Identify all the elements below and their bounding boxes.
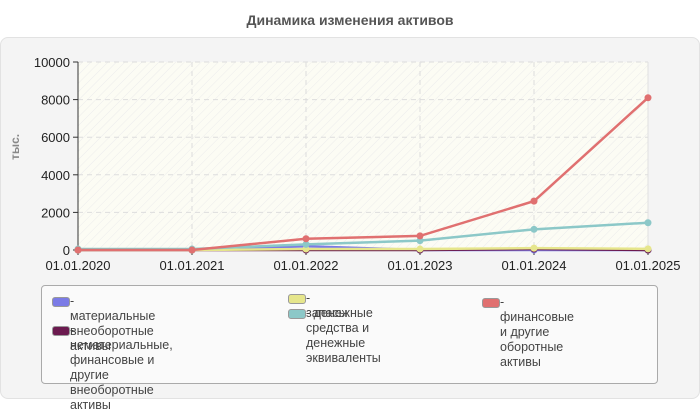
y-axis-title: тыс.	[8, 133, 22, 160]
svg-text:2000: 2000	[41, 205, 70, 220]
svg-text:4000: 4000	[41, 168, 70, 183]
svg-text:0: 0	[63, 243, 70, 258]
chart-title: Динамика изменения активов	[246, 12, 454, 28]
legend-swatch-icon	[482, 298, 500, 308]
legend-swatch-icon	[52, 297, 70, 307]
legend: - материальные внеоборотные активы - нем…	[41, 285, 658, 412]
svg-text:01.01.2021: 01.01.2021	[159, 258, 224, 273]
y-axis-labels: 0 2000 4000 6000 8000 10000	[34, 55, 70, 258]
svg-text:01.01.2022: 01.01.2022	[273, 258, 338, 273]
svg-text:01.01.2023: 01.01.2023	[387, 258, 452, 273]
svg-text:6000: 6000	[41, 130, 70, 145]
svg-text:8000: 8000	[41, 93, 70, 108]
plot-area	[78, 62, 648, 250]
svg-text:01.01.2024: 01.01.2024	[501, 258, 566, 273]
line-chart: 01.01.2020 01.01.2021 01.01.2022 01.01.2023…	[34, 55, 681, 273]
x-axis-labels: 01.01.2020 01.01.2021 01.01.2022 01.01.2023…	[45, 258, 680, 273]
svg-text:10000: 10000	[34, 55, 70, 70]
legend-swatch-icon	[288, 294, 306, 304]
svg-text:01.01.2020: 01.01.2020	[45, 258, 110, 273]
legend-swatch-icon	[52, 326, 70, 336]
svg-text:01.01.2025: 01.01.2025	[615, 258, 680, 273]
legend-swatch-icon	[288, 309, 306, 319]
series-lines	[74, 94, 652, 254]
